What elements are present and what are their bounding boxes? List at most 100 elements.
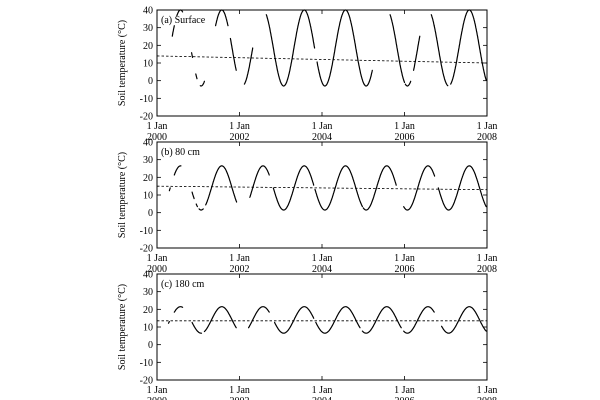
- y-tick-label: 10: [143, 323, 153, 334]
- temperature-series-segment: [191, 191, 195, 200]
- x-tick-label-date: 1 Jan: [229, 385, 250, 396]
- y-tick-label: 10: [143, 59, 153, 70]
- x-tick-label-date: 1 Jan: [312, 385, 333, 396]
- x-tick-label-date: 1 Jan: [394, 385, 415, 396]
- temperature-series-segment: [198, 208, 204, 211]
- trend-line: [156, 185, 488, 191]
- temperature-series-segment: [404, 80, 412, 87]
- y-tick-label: -20: [140, 244, 153, 255]
- plot-frame: [156, 9, 488, 117]
- plot-frame: [156, 273, 488, 381]
- y-tick-label: -10: [140, 358, 153, 369]
- temperature-series-segment: [168, 187, 171, 192]
- x-tick-label-year: 2000: [147, 396, 167, 400]
- y-tick-label: 0: [148, 208, 153, 219]
- temperature-series-segment: [176, 9, 184, 17]
- x-tick-label-date: 1 Jan: [312, 253, 333, 264]
- temperature-series-segment: [363, 69, 373, 87]
- y-tick-label: 30: [143, 155, 153, 166]
- temperature-series-segment: [203, 306, 237, 333]
- temperature-series-segment: [248, 306, 270, 329]
- y-axis-label: Soil temperature (°C): [117, 152, 128, 238]
- x-tick-label-year: 2000: [147, 264, 167, 275]
- temperature-series-segment: [199, 80, 205, 87]
- y-tick-label: -20: [140, 376, 153, 387]
- temperature-series-segment: [191, 52, 194, 59]
- plot-frame: [156, 141, 488, 249]
- temperature-series-segment: [314, 165, 363, 211]
- temperature-series-segment: [167, 321, 170, 324]
- x-tick-label-year: 2002: [230, 132, 250, 143]
- y-tick-label: 20: [143, 305, 153, 316]
- y-tick-label: 0: [148, 340, 153, 351]
- panel-label: (b) 80 cm: [161, 147, 200, 158]
- y-tick-label: 20: [143, 41, 153, 52]
- temperature-series-segment: [441, 306, 487, 334]
- y-tick-label: 30: [143, 23, 153, 34]
- temperature-series-segment: [430, 14, 435, 27]
- temperature-series-segment: [195, 73, 198, 80]
- x-tick-label-date: 1 Jan: [312, 121, 333, 132]
- temperature-series-segment: [171, 25, 175, 37]
- temperature-series-segment: [191, 321, 203, 334]
- x-tick-label-date: 1 Jan: [229, 121, 250, 132]
- x-tick-label-date: 1 Jan: [394, 253, 415, 264]
- x-tick-label-date: 1 Jan: [147, 121, 168, 132]
- y-tick-label: -10: [140, 226, 153, 237]
- temperature-series-segment: [437, 165, 487, 211]
- temperature-series-segment: [249, 165, 270, 198]
- x-tick-label-year: 2004: [312, 264, 332, 275]
- temperature-series-segment: [173, 165, 182, 176]
- y-tick-label: 20: [143, 173, 153, 184]
- temperature-series-segment: [315, 306, 361, 334]
- trend-line: [156, 55, 488, 64]
- y-tick-label: 0: [148, 76, 153, 87]
- temperature-series-segment: [362, 165, 397, 211]
- y-tick-label: 30: [143, 287, 153, 298]
- temperature-series-segment: [433, 25, 449, 87]
- temperature-series-segment: [243, 47, 254, 85]
- temperature-series-segment: [403, 306, 435, 334]
- x-tick-label-year: 2006: [395, 132, 415, 143]
- y-axis-label: Soil temperature (°C): [117, 284, 128, 370]
- x-tick-label-year: 2008: [477, 132, 497, 143]
- y-tick-label: 10: [143, 191, 153, 202]
- temperature-series-segment: [272, 165, 315, 211]
- x-tick-label-year: 2008: [477, 396, 497, 400]
- panel-label: (c) 180 cm: [161, 279, 205, 290]
- temperature-series-segment: [195, 203, 198, 208]
- y-tick-label: 40: [143, 138, 153, 149]
- x-tick-label-year: 2006: [395, 396, 415, 400]
- x-tick-label-year: 2004: [312, 396, 332, 400]
- x-tick-label-year: 2002: [230, 264, 250, 275]
- x-tick-label-date: 1 Jan: [147, 253, 168, 264]
- y-axis-label: Soil temperature (°C): [117, 20, 128, 106]
- temperature-series-segment: [389, 14, 406, 84]
- x-tick-label-date: 1 Jan: [229, 253, 250, 264]
- x-tick-label-year: 2000: [147, 132, 167, 143]
- temperature-series-segment: [274, 306, 315, 334]
- y-tick-label: 40: [143, 6, 153, 17]
- x-tick-label-date: 1 Jan: [477, 121, 498, 132]
- temperature-series-segment: [229, 37, 237, 71]
- x-tick-label-year: 2002: [230, 396, 250, 400]
- x-tick-label-date: 1 Jan: [477, 253, 498, 264]
- temperature-series-segment: [205, 165, 238, 206]
- temperature-series-segment: [265, 9, 316, 87]
- temperature-series-segment: [361, 306, 402, 334]
- temperature-series-segment: [215, 9, 229, 27]
- y-tick-label: -20: [140, 112, 153, 123]
- x-tick-label-date: 1 Jan: [394, 121, 415, 132]
- temperature-series-segment: [173, 306, 184, 313]
- temperature-series-segment: [413, 35, 421, 71]
- x-tick-label-date: 1 Jan: [147, 385, 168, 396]
- y-tick-label: 40: [143, 270, 153, 281]
- panel-label: (a) Surface: [161, 15, 206, 26]
- temperature-series-segment: [316, 9, 365, 87]
- x-tick-label-year: 2008: [477, 264, 497, 275]
- temperature-series-segment: [450, 9, 487, 85]
